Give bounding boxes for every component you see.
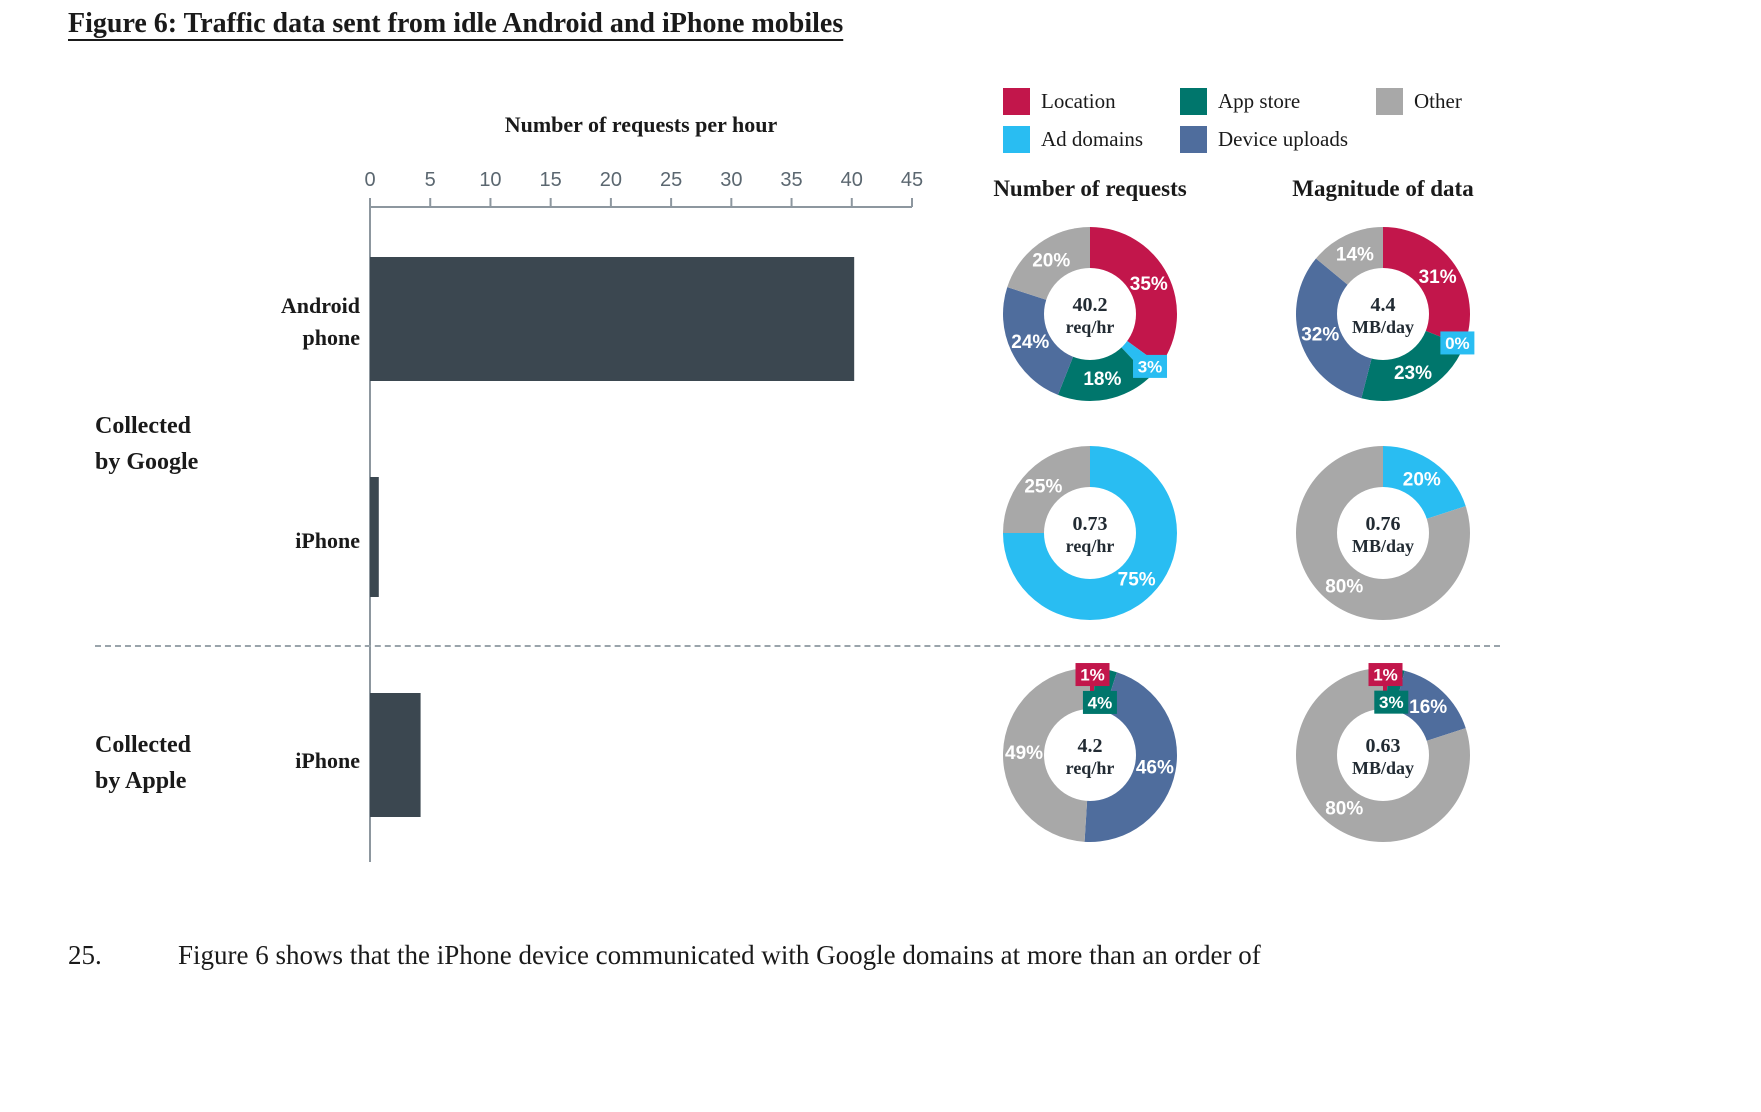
donut-center-value: 4.2 [1078, 735, 1103, 757]
legend-swatch-location [1003, 88, 1030, 115]
x-tick-label: 45 [901, 169, 923, 191]
legend-swatch-other [1376, 88, 1403, 115]
slice-percent-label: 31% [1419, 267, 1457, 288]
donut-hole [1337, 487, 1429, 579]
legend-label: Ad domains [1041, 127, 1144, 151]
legend-label: Location [1041, 89, 1116, 113]
slice-percent-label: 24% [1011, 332, 1049, 353]
x-tick-label: 35 [780, 169, 802, 191]
paragraph-25: 25. Figure 6 shows that the iPhone devic… [68, 940, 1728, 971]
bar-label-iphone-apple: iPhone [295, 748, 360, 773]
slice-percent-label: 80% [1325, 798, 1363, 819]
donut-center-value: 4.4 [1371, 294, 1396, 316]
donut-center-value: 0.63 [1366, 735, 1401, 757]
legend-swatch-device-uploads [1180, 126, 1207, 153]
bar-axis-title: Number of requests per hour [504, 112, 778, 137]
paragraph-text: Figure 6 shows that the iPhone device co… [178, 940, 1261, 970]
donut-android-data: 31% 0% 23% 32% 14% 4.4MB/day [1296, 227, 1475, 401]
slice-percent-label: 20% [1032, 251, 1070, 272]
bar-chart: 0 5 10 15 20 25 30 35 40 45 [364, 169, 923, 862]
donut-center-unit: MB/day [1352, 758, 1414, 778]
legend-item-location: Location [1003, 88, 1180, 115]
bar-label-android-phone: Android phone [280, 293, 360, 350]
legend-item-ad-domains: Ad domains [1003, 126, 1180, 153]
slice-percent-callout [1082, 690, 1117, 714]
slice-percent-label: 16% [1409, 697, 1447, 718]
donut-hole [1337, 709, 1429, 801]
slice-percent-label: 20% [1403, 470, 1441, 491]
donut-center-value: 40.2 [1073, 294, 1108, 316]
legend-item-other: Other [1376, 88, 1462, 115]
legend: Location App store Other Ad domains Device u… [1003, 88, 1462, 153]
bar-label-iphone-google: iPhone [295, 528, 360, 553]
donut-hole [1337, 268, 1429, 360]
slice-percent-callout [1374, 690, 1409, 714]
slice-percent-label: 3% [1379, 693, 1404, 712]
x-tick-label: 40 [841, 169, 863, 191]
slice-percent-label: 49% [1005, 743, 1043, 764]
donut-center-unit: MB/day [1352, 536, 1414, 556]
group-label-collected-by-google: Collected by Google [95, 413, 199, 475]
slice-percent-label: 1% [1080, 666, 1105, 685]
x-tick-label: 25 [660, 169, 682, 191]
donut-column-header-requests: Number of requests [993, 176, 1187, 201]
bar-iphone-collected-by-google- [370, 477, 379, 597]
slice-percent-label: 4% [1088, 693, 1113, 712]
donut-hole [1044, 709, 1136, 801]
donut-hole [1044, 268, 1136, 360]
slice-percent-label: 32% [1301, 324, 1339, 345]
legend-item-app-store: App store [1180, 88, 1376, 115]
x-tick-label: 5 [425, 169, 436, 191]
slice-percent-label: 3% [1138, 357, 1163, 376]
legend-label: App store [1218, 89, 1301, 113]
donut-center-unit: req/hr [1066, 317, 1115, 337]
donut-center-value: 0.76 [1366, 513, 1401, 535]
slice-percent-label: 80% [1325, 576, 1363, 597]
figure-title: Figure 6: Traffic data sent from idle An… [68, 8, 844, 39]
legend-label: Other [1414, 89, 1462, 113]
bar-iphone-collected-by-apple- [370, 693, 421, 817]
legend-swatch-ad-domains [1003, 126, 1030, 153]
paragraph-number: 25. [68, 940, 102, 970]
slice-percent-callout [1133, 354, 1168, 378]
slice-percent-label: 75% [1118, 570, 1156, 591]
donut-slice-location [1090, 227, 1177, 366]
group-label-collected-by-apple: Collected by Apple [95, 732, 191, 794]
x-tick-label: 0 [364, 169, 375, 191]
x-tick-label: 15 [540, 169, 562, 191]
slice-percent-callout [1075, 663, 1110, 687]
slice-percent-label: 14% [1336, 244, 1374, 265]
donut-center-value: 0.73 [1073, 513, 1108, 535]
slice-percent-label: 35% [1130, 274, 1168, 295]
legend-label: Device uploads [1218, 127, 1349, 151]
slice-percent-label: 23% [1394, 363, 1432, 384]
slice-percent-label: 18% [1083, 369, 1121, 390]
slice-percent-callout [1440, 331, 1475, 355]
slice-percent-label: 1% [1373, 666, 1398, 685]
x-tick-label: 10 [479, 169, 501, 191]
bar-android-phone-collected-by-google- [370, 257, 855, 381]
slice-percent-label: 0% [1445, 334, 1470, 353]
x-tick-label: 20 [600, 169, 622, 191]
legend-item-device-uploads: Device uploads [1180, 126, 1376, 153]
donut-hole [1044, 487, 1136, 579]
x-tick-label: 30 [720, 169, 742, 191]
legend-swatch-app-store [1180, 88, 1207, 115]
slice-percent-label: 46% [1136, 757, 1174, 778]
donut-center-unit: req/hr [1066, 536, 1115, 556]
donut-column-header-magnitude: Magnitude of data [1292, 176, 1474, 201]
donut-center-unit: MB/day [1352, 317, 1414, 337]
slice-percent-label: 25% [1024, 476, 1062, 497]
section-divider [95, 645, 1500, 647]
donut-center-unit: req/hr [1066, 758, 1115, 778]
slice-percent-callout [1368, 663, 1403, 687]
